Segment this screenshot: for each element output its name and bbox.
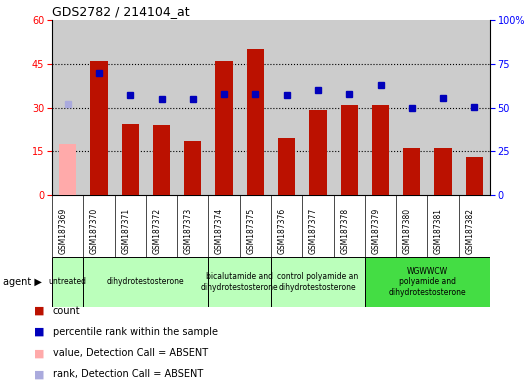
Text: GSM187382: GSM187382	[465, 208, 474, 254]
Bar	[341, 104, 358, 195]
Text: GSM187369: GSM187369	[59, 208, 68, 254]
Text: GDS2782 / 214104_at: GDS2782 / 214104_at	[52, 5, 190, 18]
Text: GSM187381: GSM187381	[434, 208, 443, 254]
Bar	[278, 138, 295, 195]
Text: count: count	[53, 306, 80, 316]
Bar	[90, 61, 108, 195]
Text: GSM187375: GSM187375	[247, 208, 256, 254]
Text: dihydrotestosterone: dihydrotestosterone	[107, 278, 185, 286]
Text: GSM187376: GSM187376	[278, 208, 287, 254]
Text: untreated: untreated	[49, 278, 87, 286]
Bar	[184, 141, 201, 195]
Bar	[121, 124, 139, 195]
Text: GSM187379: GSM187379	[372, 208, 381, 254]
Text: ■: ■	[34, 348, 45, 358]
Text: WGWWCW
polyamide and
dihydrotestosterone: WGWWCW polyamide and dihydrotestosterone	[389, 267, 466, 297]
Text: GSM187380: GSM187380	[403, 208, 412, 254]
Bar	[271, 257, 365, 307]
Bar	[52, 257, 83, 307]
Bar	[153, 125, 170, 195]
Text: GSM187373: GSM187373	[184, 208, 193, 254]
Text: control polyamide an
dihydrotestosterone: control polyamide an dihydrotestosterone	[277, 272, 359, 292]
Bar	[247, 49, 264, 195]
Bar	[215, 61, 233, 195]
Text: GSM187374: GSM187374	[215, 208, 224, 254]
Bar	[466, 157, 483, 195]
Bar	[372, 104, 389, 195]
Text: bicalutamide and
dihydrotestosterone: bicalutamide and dihydrotestosterone	[201, 272, 279, 292]
Bar	[309, 111, 326, 195]
Text: ■: ■	[34, 306, 45, 316]
Bar	[83, 257, 209, 307]
Text: percentile rank within the sample: percentile rank within the sample	[53, 327, 218, 337]
Text: ■: ■	[34, 369, 45, 379]
Text: ■: ■	[34, 327, 45, 337]
Text: GSM187378: GSM187378	[340, 208, 349, 254]
Bar	[59, 144, 76, 195]
Text: GSM187370: GSM187370	[90, 208, 99, 254]
Bar	[435, 148, 451, 195]
Text: GSM187372: GSM187372	[153, 208, 162, 254]
Text: rank, Detection Call = ABSENT: rank, Detection Call = ABSENT	[53, 369, 203, 379]
Text: agent ▶: agent ▶	[3, 277, 42, 287]
Text: GSM187377: GSM187377	[309, 208, 318, 254]
Text: value, Detection Call = ABSENT: value, Detection Call = ABSENT	[53, 348, 208, 358]
Bar	[403, 148, 420, 195]
Bar	[209, 257, 271, 307]
Bar	[365, 257, 490, 307]
Text: GSM187371: GSM187371	[121, 208, 130, 254]
